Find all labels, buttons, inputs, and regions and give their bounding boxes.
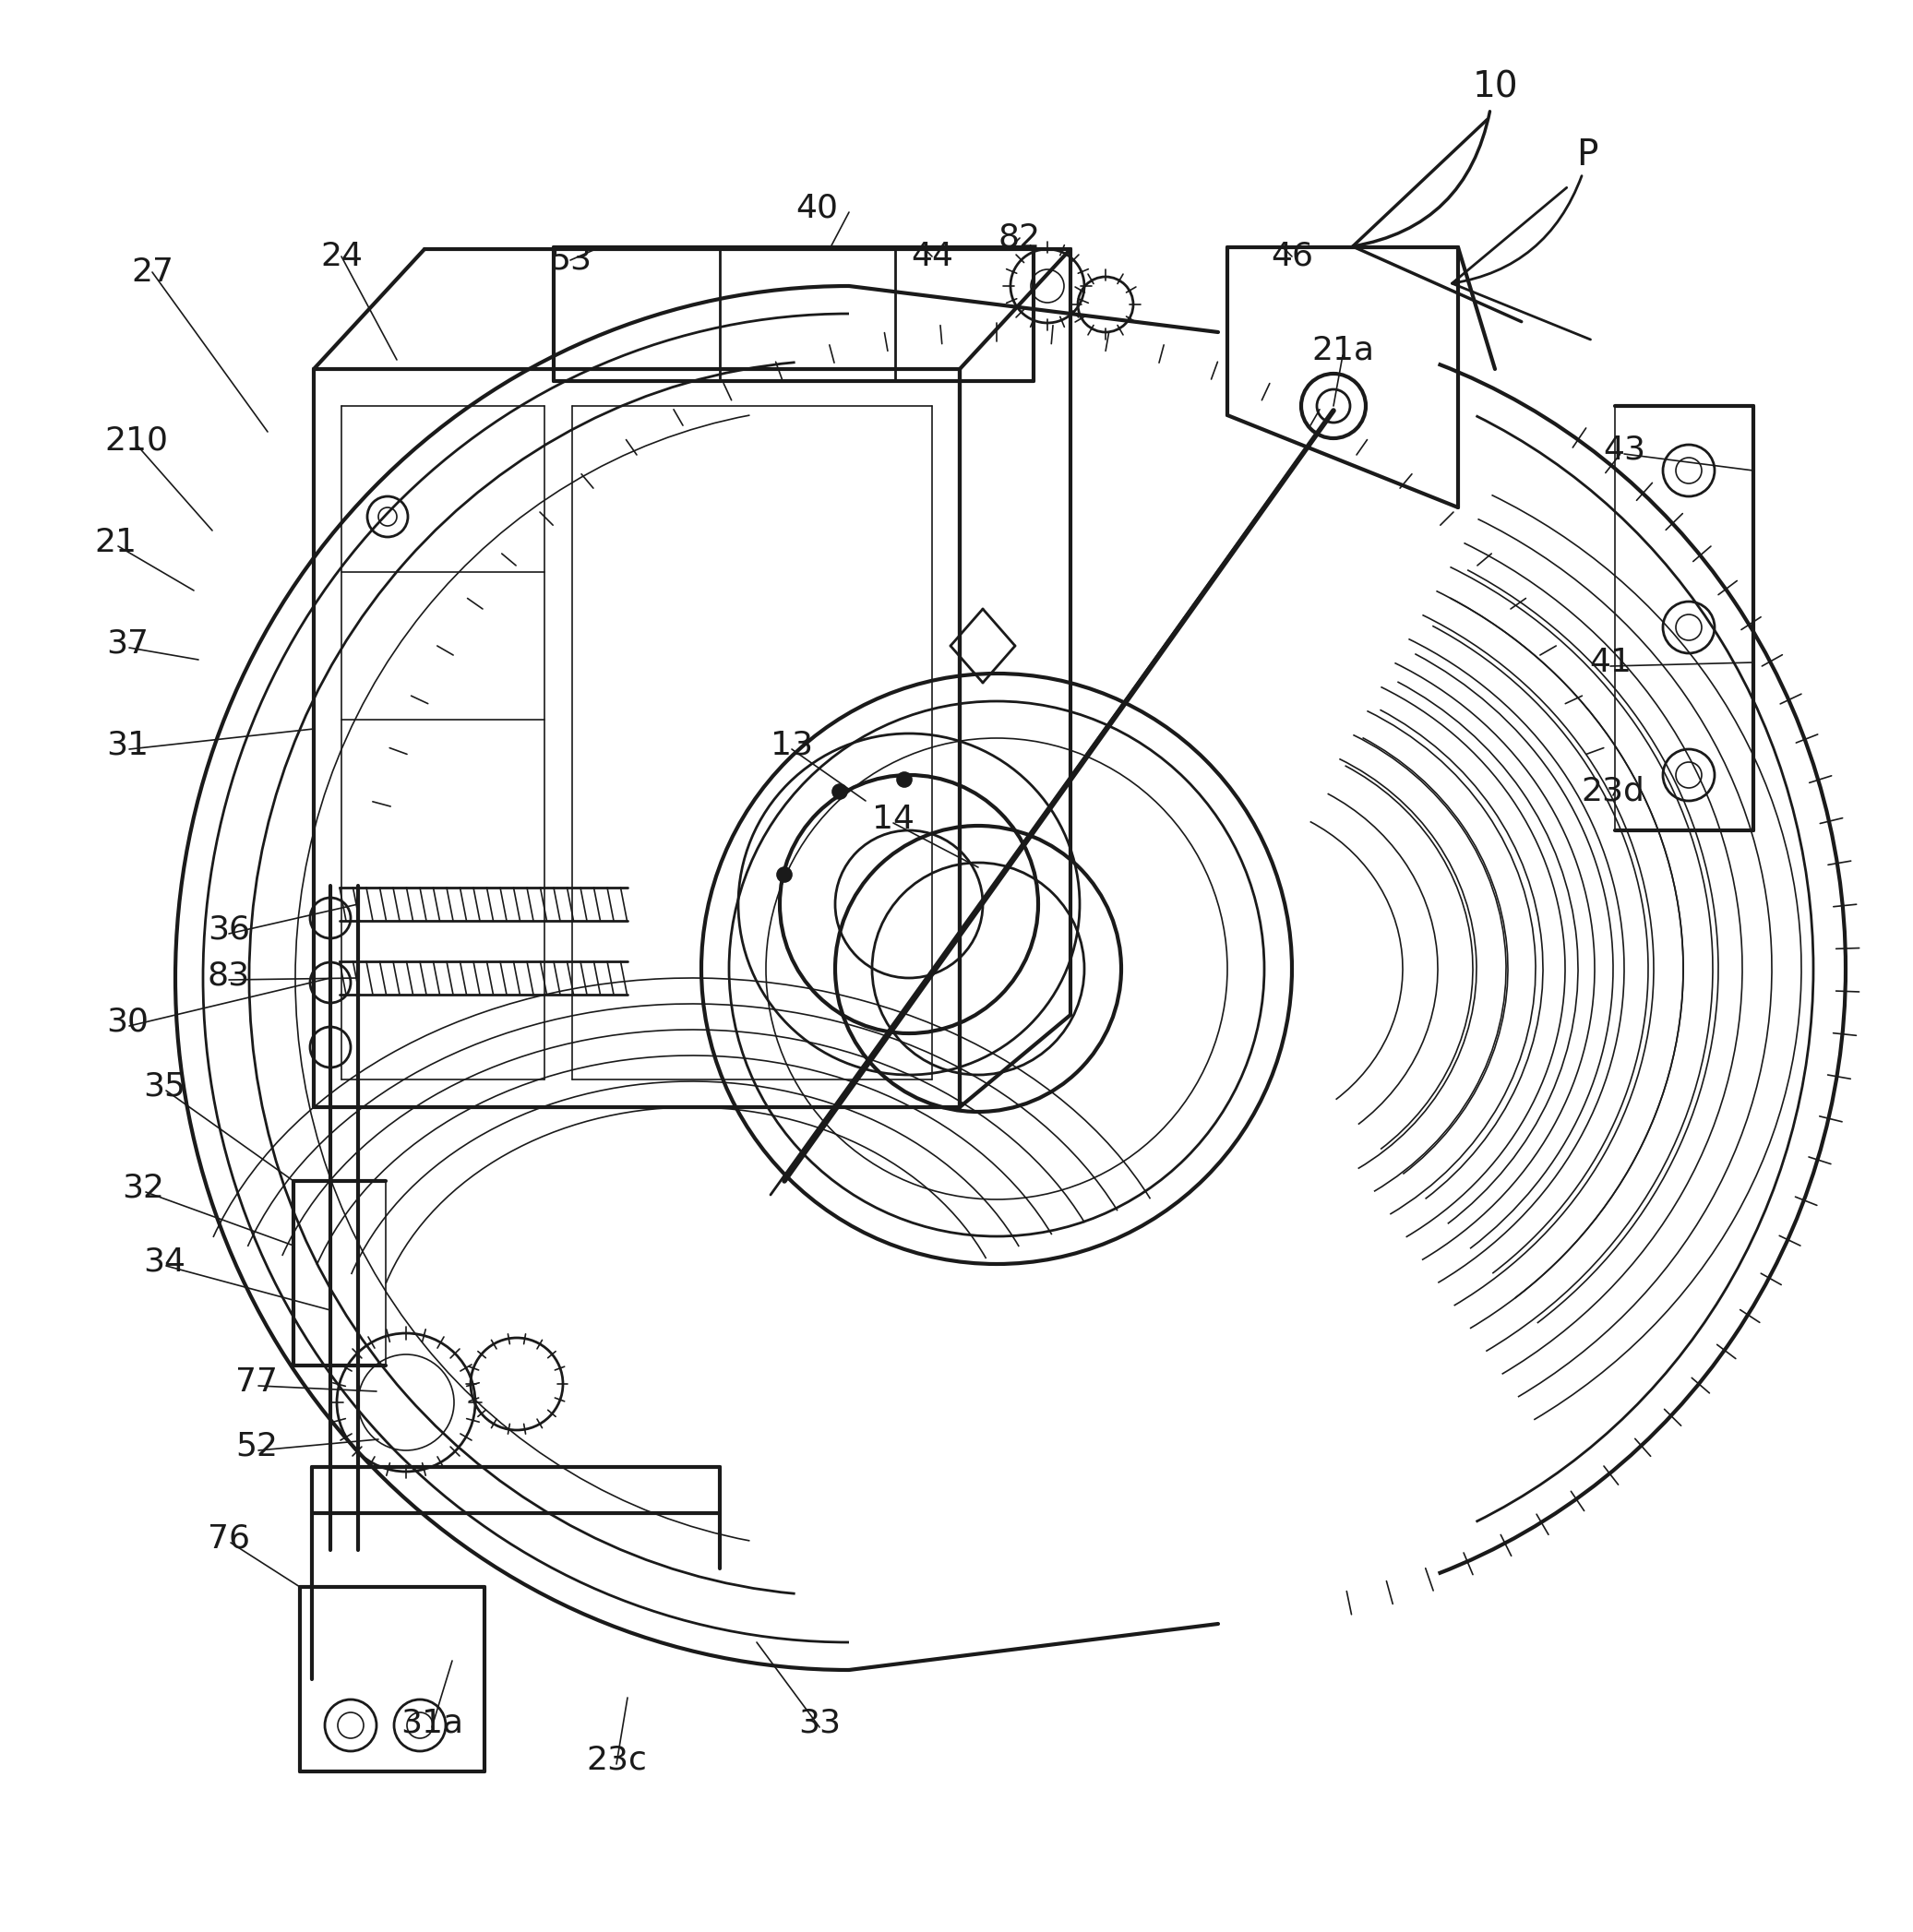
Text: 41: 41 [1590, 647, 1632, 678]
Text: 76: 76 [209, 1522, 251, 1555]
Text: 34: 34 [143, 1246, 186, 1277]
Text: 40: 40 [796, 191, 838, 224]
Text: 30: 30 [105, 1007, 149, 1037]
Text: 77: 77 [235, 1366, 277, 1397]
Text: 43: 43 [1603, 435, 1645, 466]
Text: 27: 27 [130, 257, 174, 288]
Text: 23d: 23d [1582, 777, 1645, 808]
Text: 21a: 21a [1310, 334, 1374, 367]
Text: 31a: 31a [400, 1708, 463, 1739]
Text: 53: 53 [549, 245, 591, 276]
Text: 52: 52 [235, 1432, 277, 1463]
Text: 32: 32 [122, 1173, 165, 1204]
Text: 33: 33 [798, 1708, 840, 1739]
Text: 31: 31 [105, 730, 149, 761]
Text: 36: 36 [209, 914, 251, 945]
Text: 44: 44 [911, 242, 953, 272]
Text: 82: 82 [999, 222, 1041, 253]
Text: 46: 46 [1270, 242, 1312, 272]
Text: P: P [1576, 137, 1597, 172]
Text: 10: 10 [1473, 70, 1517, 104]
Text: 83: 83 [209, 960, 251, 991]
Text: 35: 35 [143, 1070, 186, 1103]
Text: 37: 37 [105, 628, 149, 659]
Circle shape [832, 784, 847, 800]
Text: 14: 14 [872, 804, 914, 835]
Text: 23c: 23c [585, 1745, 647, 1776]
Text: 210: 210 [105, 425, 168, 456]
Text: 24: 24 [319, 242, 363, 272]
Circle shape [897, 773, 913, 786]
Circle shape [777, 867, 792, 883]
Text: 13: 13 [771, 730, 813, 761]
Text: 21: 21 [94, 527, 136, 558]
